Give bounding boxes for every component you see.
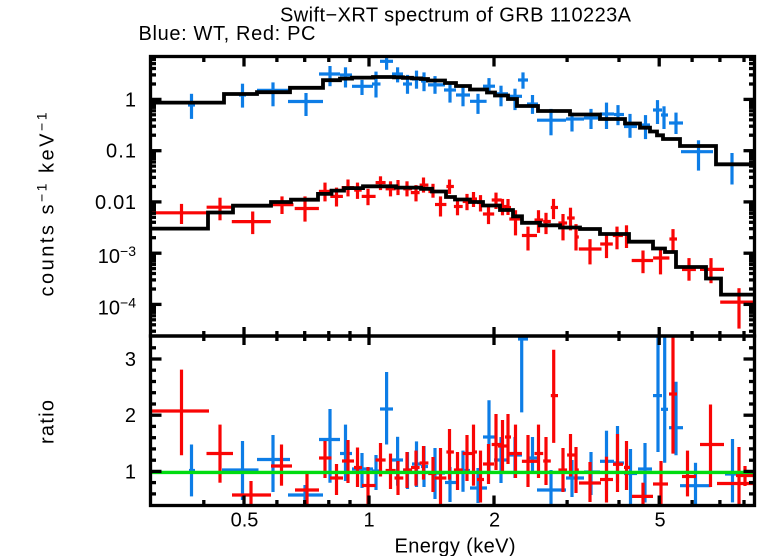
svg-text:1: 1 xyxy=(125,89,136,111)
svg-text:ratio: ratio xyxy=(37,400,59,444)
svg-text:5: 5 xyxy=(654,510,665,532)
svg-text:1: 1 xyxy=(125,461,136,483)
svg-text:Blue: WT, Red: PC: Blue: WT, Red: PC xyxy=(139,23,316,45)
svg-text:2: 2 xyxy=(125,405,136,427)
svg-text:Energy (keV): Energy (keV) xyxy=(395,536,516,556)
svg-text:0.01: 0.01 xyxy=(95,192,136,214)
svg-text:0.5: 0.5 xyxy=(231,510,259,532)
svg-text:10−3: 10−3 xyxy=(98,243,136,268)
svg-text:2: 2 xyxy=(489,510,500,532)
svg-text:Swift−XRT spectrum of GRB 1102: Swift−XRT spectrum of GRB 110223A xyxy=(280,5,632,27)
svg-text:3: 3 xyxy=(125,349,136,371)
svg-text:0.1: 0.1 xyxy=(106,141,136,163)
svg-text:1: 1 xyxy=(363,510,374,532)
